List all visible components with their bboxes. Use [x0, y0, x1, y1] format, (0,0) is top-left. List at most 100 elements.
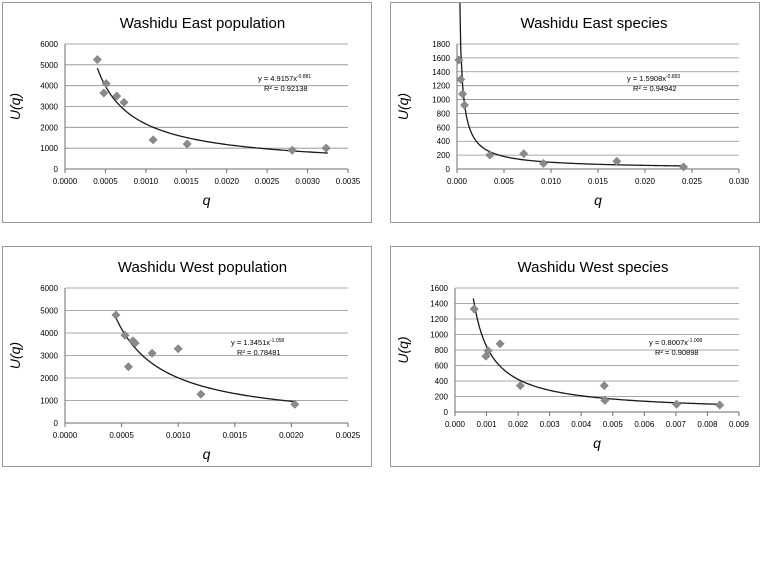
x-tick-label: 0.0025	[255, 177, 280, 186]
chart-panel-east-population: Washidu East population 0 1000 2000 3000 4000…	[2, 2, 372, 223]
data-point	[538, 158, 549, 168]
fit-equation: y = 1.5908x-0.893	[627, 74, 680, 83]
y-tick-label: 400	[437, 137, 451, 146]
fit-equation-exponent: -1.008	[688, 338, 702, 344]
x-tick-label: 0.007	[666, 420, 687, 429]
data-point	[469, 304, 479, 314]
x-axis-label: q	[594, 192, 602, 208]
fit-equation: y = 0.8007x-1.008	[649, 338, 702, 347]
fit-r-squared: R² = 0.94942	[633, 84, 677, 93]
x-tick-label: 0.004	[571, 420, 592, 429]
fit-equation: y = 4.9157x-0.881	[258, 74, 311, 83]
y-tick-label: 5000	[40, 61, 58, 70]
y-tick-label: 3000	[40, 352, 58, 361]
y-tick-label: 1200	[432, 82, 450, 91]
data-point	[671, 399, 682, 409]
y-tick-label: 0	[54, 165, 59, 174]
x-tick-label: 0.0035	[336, 177, 361, 186]
y-tick-label: 6000	[40, 284, 58, 293]
data-point	[101, 79, 111, 89]
x-tick-label: 0.0020	[279, 431, 304, 440]
y-tick-label: 5000	[40, 307, 58, 316]
data-point	[519, 149, 529, 159]
fit-equation: y = 1.3451x-1.058	[231, 338, 284, 347]
x-tick-label: 0.0030	[295, 177, 320, 186]
chart-title: Washidu East species	[520, 15, 667, 32]
data-point	[112, 91, 122, 101]
data-point	[600, 395, 610, 405]
y-tick-label: 1000	[430, 331, 448, 340]
chart-title: Washidu West population	[118, 259, 287, 276]
fit-r-squared: R² = 0.92138	[264, 84, 308, 93]
data-point	[459, 100, 470, 110]
data-point	[715, 400, 725, 410]
fit-equation-exponent: -0.893	[666, 74, 680, 80]
y-tick-label: 1800	[432, 40, 450, 49]
trendline	[115, 317, 295, 403]
data-point	[287, 145, 297, 155]
data-point	[290, 399, 300, 409]
x-tick-label: 0.020	[635, 177, 656, 186]
data-point	[483, 346, 493, 356]
data-point	[92, 55, 102, 65]
chart-panel-east-species: Washidu East species 0 200 400 600 800 1000 120…	[390, 2, 760, 223]
y-axis-label: U(q)	[395, 93, 411, 120]
data-point	[196, 389, 206, 399]
y-tick-label: 1400	[430, 300, 448, 309]
x-tick-label: 0.0005	[109, 431, 134, 440]
data-point	[495, 339, 505, 349]
y-tick-label: 800	[435, 346, 449, 355]
x-tick-label: 0.0015	[223, 431, 248, 440]
y-axis-label: U(q)	[7, 93, 23, 120]
y-tick-label: 800	[437, 109, 451, 118]
fit-equation-base: y = 1.5908x	[627, 74, 666, 83]
data-point	[130, 338, 140, 348]
x-tick-label: 0.009	[729, 420, 750, 429]
data-point	[182, 139, 192, 149]
y-tick-label: 0	[446, 165, 451, 174]
x-tick-label: 0.006	[634, 420, 655, 429]
x-tick-label: 0.000	[447, 177, 468, 186]
data-point	[454, 55, 464, 65]
x-axis-label: q	[203, 192, 211, 208]
x-tick-label: 0.0000	[53, 431, 78, 440]
fit-equation-base: y = 4.9157x	[258, 74, 297, 83]
x-tick-label: 0.0025	[336, 431, 361, 440]
y-tick-label: 1000	[40, 144, 58, 153]
data-point	[515, 381, 525, 391]
data-point	[599, 381, 609, 391]
y-axis-label: U(q)	[395, 336, 411, 363]
x-tick-label: 0.025	[682, 177, 703, 186]
data-point	[458, 89, 468, 99]
x-tick-label: 0.000	[445, 420, 466, 429]
y-tick-label: 1600	[432, 54, 450, 63]
x-tick-label: 0.010	[541, 177, 562, 186]
chart-west-species: Washidu West species 0 200 400 600 800 1000 120…	[395, 259, 750, 451]
x-tick-label: 0.005	[603, 420, 624, 429]
x-tick-label: 0.0005	[93, 177, 118, 186]
x-tick-label: 0.030	[729, 177, 750, 186]
y-tick-label: 0	[54, 419, 59, 428]
data-point	[612, 156, 622, 166]
data-point	[119, 97, 129, 107]
fit-equation-exponent: -0.881	[297, 74, 311, 80]
y-tick-label: 1000	[432, 96, 450, 105]
y-tick-label: 2000	[40, 374, 58, 383]
data-point	[120, 330, 130, 340]
x-tick-label: 0.001	[477, 420, 498, 429]
y-tick-label: 1000	[40, 397, 58, 406]
x-tick-label: 0.0015	[174, 177, 199, 186]
data-point	[99, 88, 109, 98]
data-point	[456, 74, 466, 84]
x-tick-label: 0.0010	[166, 431, 191, 440]
data-point	[678, 162, 689, 172]
fit-r-squared: R² = 0.78481	[237, 348, 281, 357]
chart-panel-west-population: Washidu West population 0 1000 2000 3000 4000…	[2, 246, 372, 467]
data-point	[485, 150, 495, 160]
fit-equation-base: y = 0.8007x	[649, 338, 688, 347]
y-tick-label: 600	[437, 123, 451, 132]
x-tick-label: 0.005	[494, 177, 515, 186]
data-point	[173, 344, 183, 354]
y-tick-label: 3000	[40, 103, 58, 112]
x-tick-label: 0.008	[697, 420, 718, 429]
